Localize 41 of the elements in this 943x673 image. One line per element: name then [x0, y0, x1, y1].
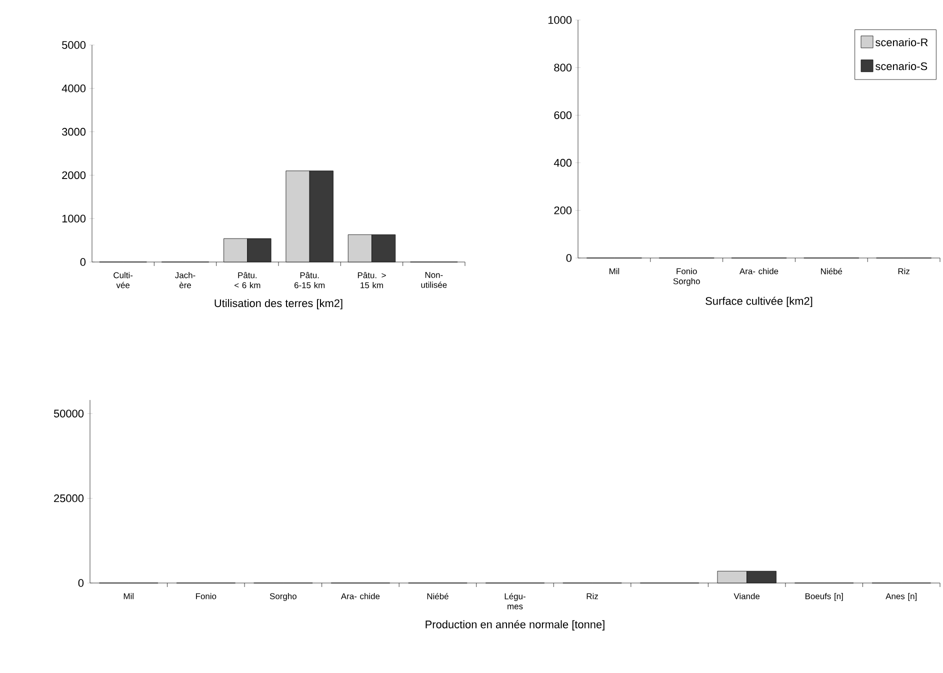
legend-label: scenario-R: [876, 38, 928, 46]
x-tick-label: Riz: [586, 593, 598, 600]
y-tick-label: 50000: [54, 410, 84, 418]
x-axis-title: Utilisation des terres [km2]: [214, 299, 342, 310]
y-tick-label: 0: [80, 258, 86, 266]
y-tick-label: 600: [554, 111, 572, 120]
x-tick-label: Non- utilisée: [421, 272, 447, 288]
y-tick-label: 1000: [548, 16, 572, 24]
x-tick-label: Mil: [609, 268, 620, 274]
x-axis-title: Surface cultivée [km2]: [706, 296, 812, 308]
x-axis-title: Production en année normale [tonne]: [426, 620, 604, 630]
y-tick-label: 0: [566, 254, 572, 262]
y-tick-label: 4000: [62, 84, 86, 92]
x-tick-label: Anes [n]: [886, 593, 917, 601]
x-tick-label: Mil: [124, 593, 134, 600]
y-tick-label: 800: [554, 64, 572, 72]
y-tick-label: 0: [78, 579, 84, 587]
x-tick-label: Pâtu. > 15 km: [358, 272, 386, 288]
x-tick-label: Viande: [734, 593, 760, 600]
x-tick-label: Riz: [898, 268, 910, 274]
legend-label: scenario-S: [876, 62, 928, 70]
y-tick-label: 25000: [54, 494, 84, 502]
y-tick-label: 2000: [62, 171, 86, 180]
x-tick-label: Ara- chide: [340, 593, 380, 600]
x-tick-label: Culti- vée: [114, 272, 133, 288]
y-tick-label: 200: [554, 206, 572, 214]
x-tick-label: Fonio: [196, 593, 216, 600]
x-tick-label: Pâtu. < 6 km: [234, 272, 260, 288]
x-tick-label: Niébé: [427, 593, 448, 600]
y-tick-label: 400: [554, 158, 572, 167]
y-tick-label: 3000: [62, 128, 86, 136]
y-tick-label: 1000: [62, 214, 86, 222]
x-tick-label: Pâtu. 6-15 km: [294, 272, 325, 288]
x-tick-label: Jach- ère: [175, 272, 196, 288]
x-tick-label: Ara- chide: [739, 268, 778, 274]
x-tick-label: Boeufs [n]: [805, 593, 843, 601]
x-tick-label: Sorgho: [270, 593, 296, 601]
x-tick-label: Légu- mes: [504, 593, 526, 610]
y-tick-label: 5000: [62, 41, 86, 49]
x-tick-label: Niébé: [821, 268, 842, 274]
x-tick-label: Fonio Sorgho: [673, 268, 700, 286]
